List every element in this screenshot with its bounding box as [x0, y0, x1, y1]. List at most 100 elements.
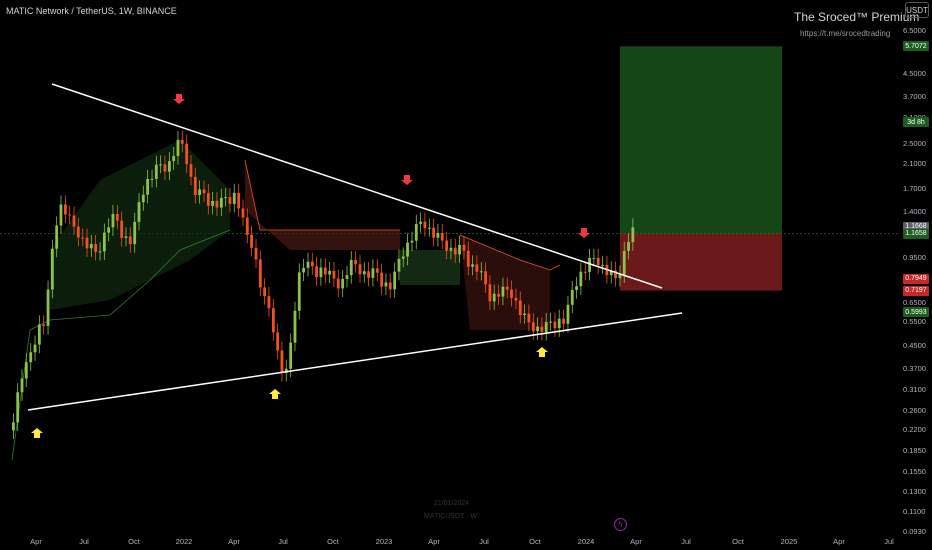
- candle-body: [315, 266, 319, 278]
- candle-body: [271, 308, 275, 333]
- candle-body: [466, 250, 470, 267]
- brand-url[interactable]: https://t.me/srocedtrading: [800, 29, 891, 38]
- candle-body: [237, 192, 241, 209]
- x-tick-label: Oct: [327, 537, 339, 546]
- y-tick-label: 1.7000: [903, 184, 926, 194]
- candle-body: [167, 161, 171, 172]
- candle-body: [146, 178, 150, 195]
- trail-line: [459, 234, 561, 271]
- candle-body: [388, 282, 392, 290]
- candle-body: [12, 422, 15, 431]
- lower-trendline: [27, 312, 683, 411]
- candle-body: [553, 321, 557, 329]
- price-badge: 0.5993: [903, 307, 929, 318]
- candle-body: [367, 271, 370, 278]
- candle-body: [341, 278, 345, 289]
- candle-body: [462, 244, 466, 251]
- candle-body: [250, 234, 253, 248]
- resistance-band: [245, 160, 400, 250]
- candle-body: [609, 270, 613, 276]
- candle-body: [50, 248, 54, 290]
- price-badge: 1.1658: [903, 228, 929, 239]
- x-tick-label: Jul: [681, 537, 691, 546]
- candle-body: [94, 244, 98, 252]
- candle-body: [410, 240, 414, 243]
- candle-body: [193, 176, 197, 196]
- candle-body: [523, 313, 526, 316]
- candle-body: [453, 247, 457, 255]
- candle-body: [55, 225, 59, 249]
- candle-body: [115, 213, 119, 221]
- y-tick-label: 6.5000: [903, 26, 926, 35]
- candle-body: [159, 164, 163, 166]
- x-tick-label: Apr: [630, 537, 642, 546]
- candle-body: [380, 272, 384, 287]
- candle-body: [20, 378, 24, 393]
- y-tick-label: 1.4000: [903, 207, 926, 217]
- candle-body: [302, 267, 305, 273]
- candle-body: [358, 264, 362, 275]
- candle-body: [280, 350, 284, 373]
- candle-body: [154, 164, 158, 179]
- x-tick-label: Oct: [529, 537, 541, 546]
- x-tick-label: 2023: [375, 537, 393, 546]
- currency-button[interactable]: USDT: [905, 2, 929, 18]
- candle-body: [228, 197, 232, 204]
- candle-body: [401, 256, 405, 259]
- candle-body: [211, 200, 215, 206]
- candle-body: [406, 242, 409, 257]
- candle-body: [393, 271, 397, 290]
- y-tick-label: 0.5500: [903, 317, 926, 327]
- candle-body: [562, 318, 565, 324]
- candle-body: [185, 143, 189, 165]
- x-tick-label: Jul: [884, 537, 894, 546]
- candle-body: [323, 267, 327, 275]
- candle-body: [85, 237, 89, 249]
- candle-body: [202, 189, 206, 194]
- trail-line: [11, 229, 231, 461]
- candle-body: [622, 250, 626, 275]
- candle-body: [98, 251, 102, 253]
- candle-body: [336, 278, 340, 289]
- candle-body: [163, 164, 167, 172]
- candle-body: [81, 237, 85, 239]
- upper-trendline: [51, 83, 663, 289]
- candle-body: [419, 221, 422, 224]
- candle-body: [37, 324, 41, 345]
- candle-body: [293, 310, 297, 343]
- candle-body: [544, 322, 548, 332]
- candle-body: [232, 192, 236, 204]
- candle-body: [631, 227, 635, 243]
- price-badge: 1.1668: [903, 221, 929, 232]
- candle-body: [107, 227, 111, 233]
- trail-line: [244, 159, 400, 231]
- candle-body: [618, 274, 622, 279]
- candle-body: [510, 289, 513, 298]
- candle-body: [384, 282, 388, 287]
- candle-body: [267, 296, 271, 309]
- lightning-icon[interactable]: ϟ: [614, 518, 627, 531]
- candle-body: [414, 223, 418, 241]
- price-badge: 0.7949: [903, 273, 929, 284]
- brand-title: The Sroced™ Premium: [794, 10, 920, 24]
- buy-arrow-icon: [269, 389, 281, 399]
- y-tick-label: 0.1550: [903, 466, 926, 476]
- y-tick-label: 0.0930: [903, 527, 926, 536]
- candle-body: [59, 204, 63, 226]
- x-tick-label: Oct: [732, 537, 744, 546]
- candle-body: [601, 264, 605, 266]
- candle-body: [592, 257, 596, 259]
- candle-body: [531, 322, 535, 332]
- candle-body: [345, 275, 349, 279]
- candle-body: [89, 244, 93, 249]
- candle-body: [427, 227, 431, 229]
- candle-body: [579, 271, 583, 287]
- candle-body: [254, 247, 258, 260]
- candle-body: [540, 326, 544, 332]
- candle-body: [518, 300, 522, 316]
- candle-body: [627, 242, 630, 251]
- candle-body: [514, 297, 518, 301]
- candle-body: [120, 220, 124, 238]
- y-tick-label: 0.3100: [903, 384, 926, 394]
